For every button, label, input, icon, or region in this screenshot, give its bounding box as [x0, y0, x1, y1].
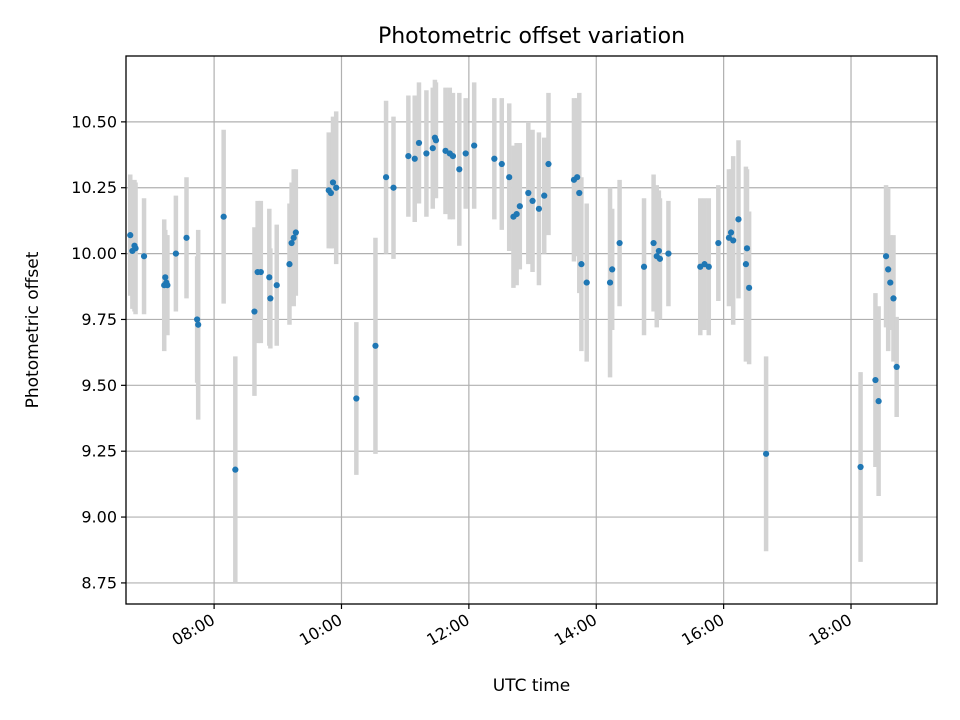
- y-tick-label: 9.00: [81, 508, 117, 527]
- data-point: [132, 245, 139, 252]
- data-point: [172, 250, 179, 257]
- x-tick-label: 12:00: [423, 610, 472, 650]
- x-axis-label: UTC time: [493, 676, 571, 696]
- data-point: [609, 266, 616, 273]
- data-point: [742, 261, 750, 268]
- data-point: [195, 321, 202, 328]
- data-point: [266, 274, 273, 281]
- data-point: [251, 308, 258, 315]
- data-point: [327, 189, 334, 197]
- data-point: [655, 247, 662, 255]
- data-point: [516, 203, 523, 210]
- data-point: [735, 216, 742, 223]
- x-tick-label: 18:00: [806, 610, 855, 650]
- errorbar-layer: [127, 79, 899, 583]
- data-point: [162, 274, 169, 281]
- data-point: [578, 261, 585, 268]
- data-point: [882, 253, 890, 260]
- data-point: [353, 395, 360, 402]
- y-tick-label: 9.25: [81, 442, 117, 461]
- data-point: [415, 139, 423, 147]
- data-point: [525, 189, 532, 197]
- data-point: [640, 263, 648, 270]
- data-point: [471, 142, 478, 149]
- data-point: [656, 255, 664, 262]
- data-point: [372, 342, 379, 349]
- y-tick-label: 10.25: [71, 178, 117, 197]
- data-point: [583, 279, 590, 286]
- data-point: [140, 253, 148, 260]
- data-point: [743, 245, 751, 252]
- data-point: [462, 150, 469, 157]
- data-point: [333, 184, 340, 191]
- data-point: [390, 184, 397, 191]
- point-layer: [127, 134, 900, 473]
- data-point: [576, 189, 583, 197]
- data-point: [164, 282, 171, 289]
- data-point: [432, 137, 440, 144]
- data-point: [498, 160, 505, 168]
- data-point: [705, 263, 712, 270]
- data-point: [411, 155, 418, 162]
- data-point: [456, 166, 463, 173]
- data-point: [382, 174, 390, 181]
- data-point: [890, 295, 897, 302]
- y-tick-label: 9.75: [81, 310, 117, 329]
- data-point: [857, 463, 864, 471]
- data-point: [545, 160, 552, 168]
- data-point: [506, 174, 513, 181]
- y-tick-label: 10.00: [71, 244, 117, 263]
- data-point: [887, 279, 894, 286]
- data-point: [127, 232, 134, 239]
- data-point: [267, 295, 274, 302]
- data-point: [885, 266, 892, 273]
- y-tick-label: 10.50: [71, 112, 117, 131]
- data-point: [423, 150, 430, 157]
- data-point: [893, 363, 900, 370]
- data-point: [730, 237, 737, 244]
- y-tick-label: 8.75: [81, 573, 117, 592]
- data-point: [574, 174, 581, 181]
- data-point: [491, 155, 498, 162]
- data-point: [194, 316, 201, 323]
- data-point: [513, 210, 520, 218]
- data-point: [405, 153, 412, 160]
- data-point: [650, 239, 657, 247]
- data-point: [606, 279, 614, 286]
- data-point: [529, 197, 536, 205]
- data-point: [715, 239, 722, 247]
- data-point: [727, 229, 735, 236]
- x-tick-label: 08:00: [169, 610, 218, 650]
- data-point: [449, 153, 457, 160]
- plot-frame: [125, 55, 938, 605]
- data-point: [288, 239, 295, 247]
- data-point: [290, 234, 297, 241]
- data-point: [292, 229, 299, 236]
- data-point: [220, 213, 227, 220]
- data-point: [746, 284, 753, 291]
- y-axis-label: Photometric offset: [23, 251, 43, 408]
- data-point: [875, 398, 882, 405]
- data-point: [429, 145, 436, 152]
- data-point: [541, 192, 548, 199]
- y-tick-label: 9.50: [81, 376, 117, 395]
- chart-title: Photometric offset variation: [378, 24, 685, 49]
- data-point: [872, 376, 879, 384]
- data-point: [535, 205, 543, 212]
- data-point: [616, 239, 623, 247]
- data-point: [665, 250, 672, 257]
- data-point: [183, 234, 190, 241]
- data-point: [329, 179, 337, 186]
- x-tick-label: 16:00: [678, 610, 727, 650]
- x-tick-label: 10:00: [296, 610, 345, 650]
- data-point: [257, 268, 264, 276]
- data-point: [273, 282, 280, 289]
- data-point: [232, 466, 239, 473]
- data-point: [762, 450, 770, 457]
- x-tick-label: 14:00: [551, 610, 600, 650]
- data-point: [286, 261, 293, 268]
